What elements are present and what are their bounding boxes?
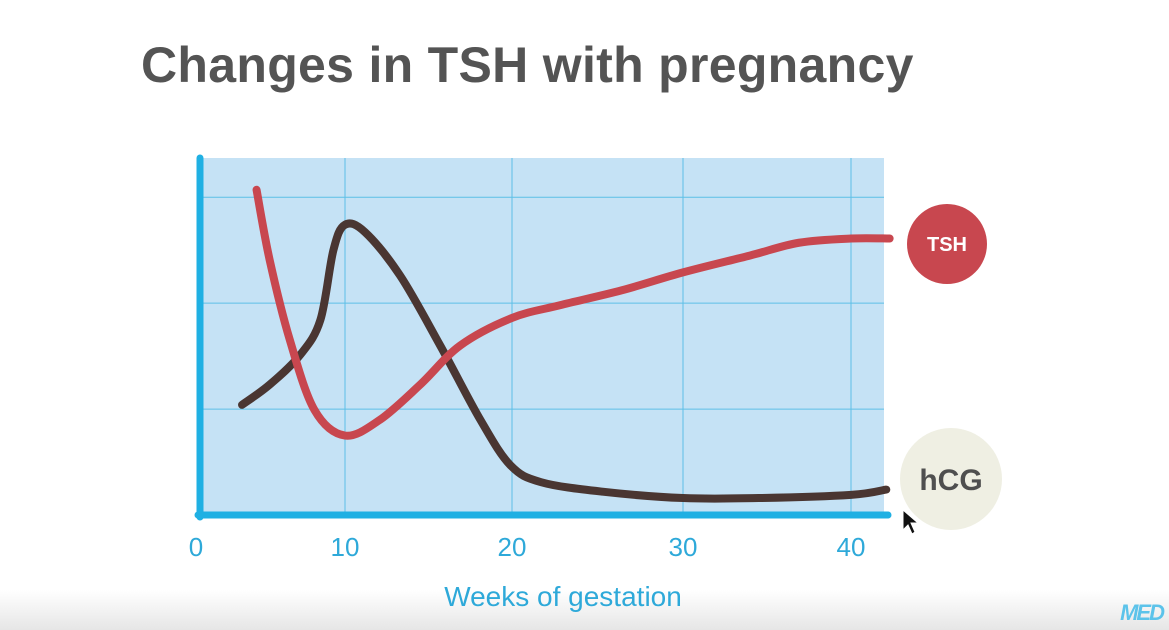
slide-title: Changes in TSH with pregnancy [141, 37, 914, 93]
logo: MED [1120, 600, 1165, 625]
x-tick-label: 10 [331, 532, 360, 562]
series-line-tsh [252, 185, 894, 440]
x-axis-label: Weeks of gestation [444, 581, 682, 612]
legend-label-tsh: TSH [927, 234, 967, 256]
cursor-icon [902, 508, 920, 535]
series-line-hcg [238, 219, 891, 503]
legend-badge-hcg [900, 428, 1002, 530]
legend-badge-tsh [907, 204, 987, 284]
x-tick-label: 20 [498, 532, 527, 562]
plot-area [200, 158, 884, 515]
x-tick-label: 30 [669, 532, 698, 562]
footer-shade [0, 590, 1169, 630]
x-tick-label: 40 [837, 532, 866, 562]
x-tick-label: 0 [189, 532, 203, 562]
legend-label-hcg: hCG [919, 464, 982, 497]
